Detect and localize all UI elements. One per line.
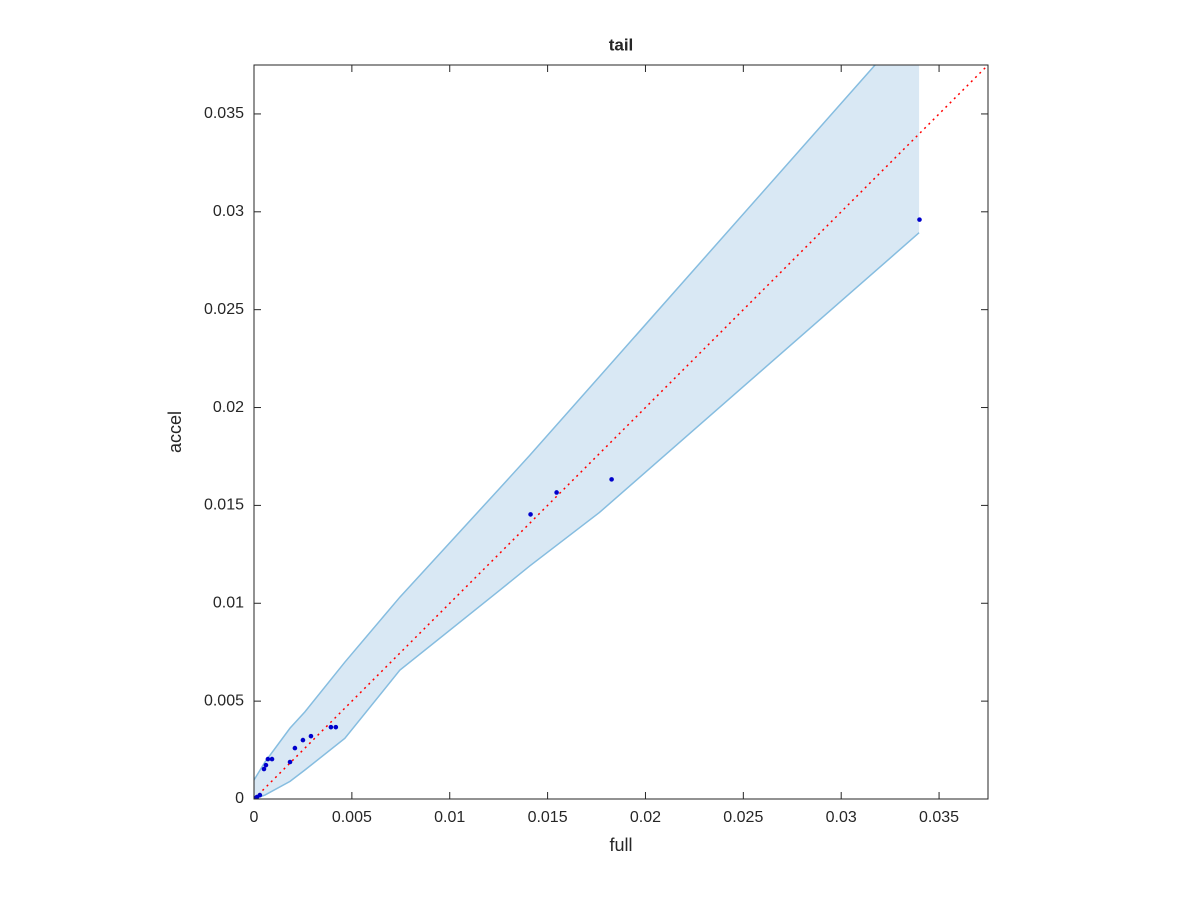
axes-box xyxy=(253,64,989,800)
x-tick-label: 0 xyxy=(250,809,259,826)
data-point xyxy=(287,759,293,765)
x-tick-label: 0.02 xyxy=(630,809,661,826)
data-point xyxy=(554,490,559,495)
y-tick-label: 0.01 xyxy=(213,594,244,611)
y-tick-label: 0.015 xyxy=(204,497,244,514)
x-tick-label: 0.025 xyxy=(723,809,763,826)
data-point xyxy=(328,724,334,730)
data-point xyxy=(269,756,275,762)
reference-line xyxy=(254,65,988,799)
band-lower-edge xyxy=(254,232,920,799)
data-point xyxy=(254,796,258,799)
y-tick-label: 0.02 xyxy=(213,399,244,416)
y-tick-label: 0 xyxy=(235,790,244,807)
y-tick-label: 0.025 xyxy=(204,301,244,318)
x-tick-label: 0.015 xyxy=(528,809,568,826)
data-point xyxy=(261,766,267,772)
x-tick-label: 0.035 xyxy=(919,809,959,826)
x-axis-label: full xyxy=(609,835,632,855)
data-point xyxy=(528,512,533,517)
plot-area xyxy=(254,65,988,799)
x-tick-label: 0.005 xyxy=(332,809,372,826)
data-point xyxy=(308,733,314,739)
data-point xyxy=(265,756,271,762)
data-point xyxy=(333,724,339,730)
data-point xyxy=(917,217,922,222)
y-tick-label: 0.03 xyxy=(213,203,244,220)
data-point xyxy=(292,745,298,751)
y-tick-label: 0.035 xyxy=(204,105,244,122)
band-upper-edge xyxy=(254,65,877,781)
y-tick-label: 0.005 xyxy=(204,692,244,709)
x-tick-label: 0.03 xyxy=(826,809,857,826)
data-point xyxy=(263,762,269,768)
chart-title: tail xyxy=(609,35,634,54)
y-axis-label: accel xyxy=(165,411,185,453)
data-point xyxy=(300,737,306,743)
confidence-band xyxy=(254,65,920,799)
data-point xyxy=(609,477,614,482)
x-tick-label: 0.01 xyxy=(434,809,465,826)
